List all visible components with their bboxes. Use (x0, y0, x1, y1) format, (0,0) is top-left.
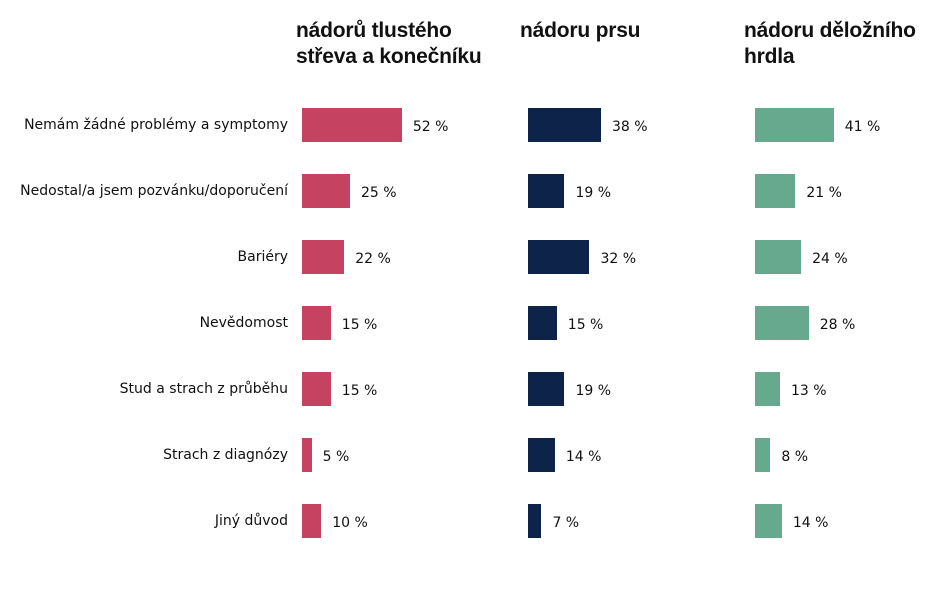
data-label: 25 % (361, 185, 397, 201)
category-label: Strach z diagnózy (163, 447, 288, 463)
bar (528, 372, 565, 406)
panel-title-line: nádorů tlustého (296, 19, 452, 42)
data-label: 21 % (806, 185, 842, 201)
data-label: 5 % (322, 449, 350, 465)
bar (528, 438, 555, 472)
bar (302, 306, 331, 340)
data-label: 14 % (565, 449, 602, 465)
category-label: Bariéry (237, 249, 288, 265)
category-label: Stud a strach z průběhu (119, 381, 288, 397)
bar (755, 240, 802, 274)
panel-title-line: hrdla (744, 45, 795, 68)
bar (755, 372, 780, 406)
bar (528, 306, 557, 340)
panel-title-line: nádoru děložního (744, 19, 916, 42)
bar (302, 504, 322, 538)
data-label: 52 % (412, 119, 449, 135)
data-label: 19 % (575, 185, 612, 201)
bar (528, 108, 601, 142)
category-label: Jiný důvod (214, 513, 288, 529)
panel-title-2: nádoru prsu (520, 18, 730, 44)
bar (755, 438, 771, 472)
data-label: 14 % (792, 515, 829, 531)
data-label: 15 % (341, 383, 378, 399)
bar (755, 108, 834, 142)
panel-title-3: nádoru děložního hrdla (744, 18, 925, 70)
data-label: 24 % (812, 251, 848, 267)
bar (528, 174, 565, 208)
data-label: 7 % (552, 515, 580, 531)
data-label: 13 % (790, 383, 827, 399)
panel-title-line: střeva a konečníku (296, 45, 482, 68)
bar (302, 438, 312, 472)
data-label: 19 % (575, 383, 612, 399)
data-label: 38 % (611, 119, 648, 135)
category-label: Nemám žádné problémy a symptomy (24, 117, 288, 133)
bar (755, 306, 809, 340)
data-label: 15 % (567, 317, 604, 333)
data-label: 32 % (600, 251, 637, 267)
bar (528, 240, 590, 274)
bar (302, 372, 331, 406)
category-label: Nevědomost (199, 315, 288, 331)
data-label: 41 % (844, 119, 881, 135)
data-label: 8 % (781, 449, 809, 465)
data-label: 22 % (355, 251, 391, 267)
data-label: 15 % (341, 317, 378, 333)
bar (302, 108, 402, 142)
panel-title-1: nádorů tlustého střeva a konečníku (296, 18, 506, 70)
category-label: Nedostal/a jsem pozvánku/doporučení (20, 183, 288, 199)
bar (528, 504, 542, 538)
bar (302, 240, 345, 274)
data-label: 10 % (332, 515, 368, 531)
bar (755, 504, 782, 538)
bar (302, 174, 350, 208)
panel-title-line: nádoru prsu (520, 19, 641, 42)
data-label: 28 % (819, 317, 856, 333)
bar (755, 174, 796, 208)
